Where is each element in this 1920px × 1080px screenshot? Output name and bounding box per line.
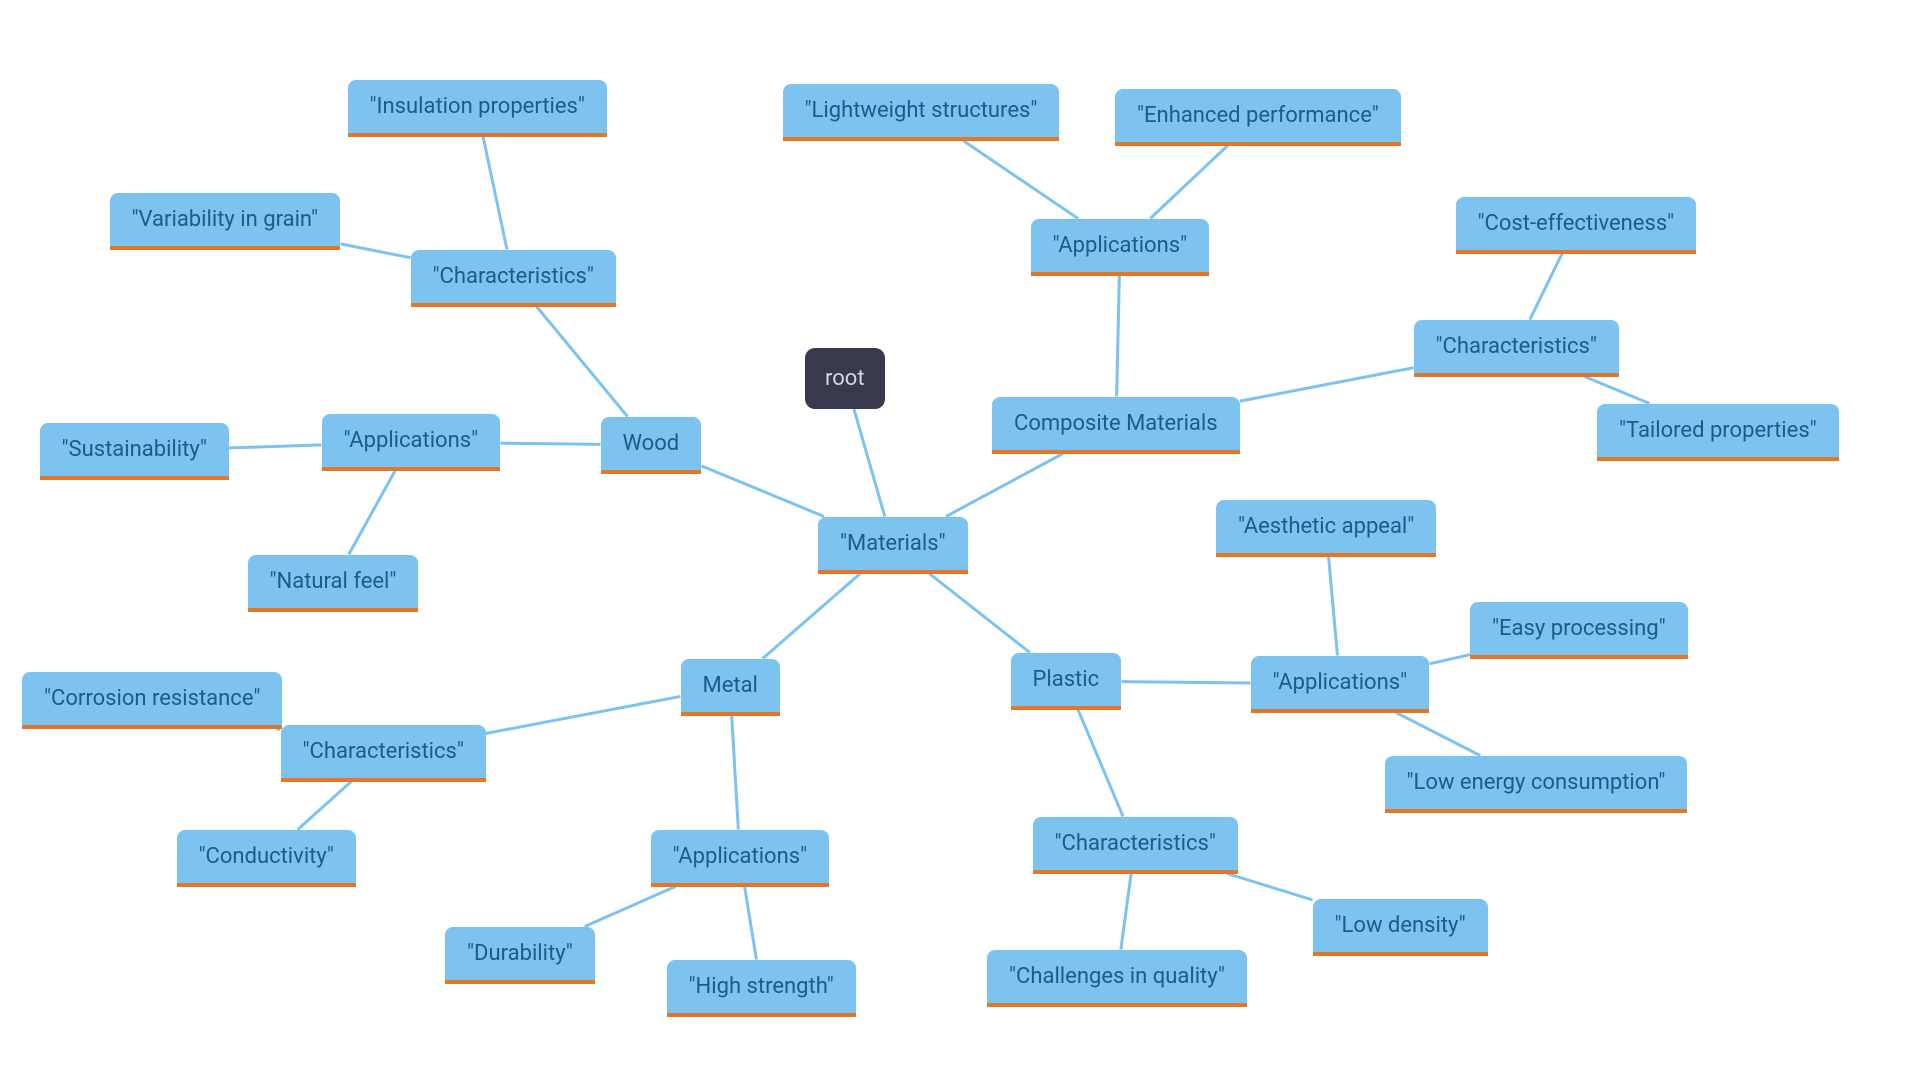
edge-plastic_char-plastic_char_den (1227, 874, 1312, 900)
edge-composite-comp_char (1240, 368, 1414, 401)
node-metal_apps_str: "High strength" (667, 960, 856, 1017)
edge-wood-wood_char (537, 307, 628, 417)
node-plastic_char: "Characteristics" (1033, 817, 1238, 874)
node-metal_char: "Characteristics" (281, 725, 486, 782)
node-metal_apps_dur: "Durability" (445, 927, 595, 984)
node-metal: Metal (681, 659, 780, 716)
edge-wood_apps-wood_apps_nat (349, 471, 395, 555)
node-metal_char_cor: "Corrosion resistance" (22, 672, 282, 729)
node-wood_char_ins: "Insulation properties" (348, 80, 607, 137)
node-plastic_apps_low: "Low energy consumption" (1385, 756, 1688, 813)
edge-composite-comp_apps (1117, 276, 1120, 397)
edge-metal_apps-metal_apps_str (745, 887, 757, 960)
node-materials: "Materials" (818, 517, 968, 574)
node-plastic_apps: "Applications" (1251, 656, 1430, 713)
edge-plastic_apps-plastic_apps_easy (1430, 655, 1471, 664)
edge-plastic_apps-plastic_apps_aes (1329, 557, 1338, 656)
edge-comp_apps-comp_apps_perf (1150, 146, 1227, 219)
node-comp_apps: "Applications" (1031, 219, 1210, 276)
node-plastic_apps_aes: "Aesthetic appeal" (1216, 500, 1436, 557)
edge-wood-wood_apps (501, 443, 601, 444)
edge-comp_apps-comp_apps_light (963, 141, 1078, 219)
edge-materials-metal (763, 574, 861, 659)
node-comp_char: "Characteristics" (1414, 320, 1619, 377)
node-comp_apps_perf: "Enhanced performance" (1115, 89, 1401, 146)
edge-plastic_char-plastic_char_chal (1121, 874, 1131, 950)
edge-wood_char-wood_char_var (341, 244, 411, 258)
node-plastic_char_den: "Low density" (1313, 899, 1488, 956)
edge-materials-composite (946, 454, 1063, 517)
edge-wood_char-wood_char_ins (483, 137, 507, 250)
mindmap-canvas: root "Materials" Wood "Characteristics" "Ins… (0, 0, 1920, 1080)
edge-metal-metal_char (486, 696, 681, 733)
edge-metal-metal_apps (732, 716, 739, 830)
edge-comp_char-comp_char_tail (1585, 377, 1650, 404)
node-comp_char_tail: "Tailored properties" (1597, 404, 1839, 461)
edge-metal_apps-metal_apps_dur (585, 887, 676, 927)
node-comp_char_cost: "Cost-effectiveness" (1456, 197, 1697, 254)
node-wood_apps: "Applications" (322, 414, 501, 471)
node-wood: Wood (601, 417, 702, 474)
edge-root-materials (854, 409, 885, 517)
node-metal_char_con: "Conductivity" (177, 830, 356, 887)
edge-metal_char-metal_char_cor (276, 729, 280, 730)
edge-metal_char-metal_char_con (298, 782, 351, 830)
edge-plastic-plastic_apps (1122, 682, 1251, 683)
node-root: root (805, 348, 885, 409)
edge-materials-plastic (929, 574, 1029, 653)
node-metal_apps: "Applications" (651, 830, 830, 887)
edge-wood_apps-wood_apps_sus (229, 445, 322, 448)
node-wood_char: "Characteristics" (411, 250, 616, 307)
node-plastic_apps_easy: "Easy processing" (1470, 602, 1688, 659)
edge-comp_char-comp_char_cost (1530, 254, 1562, 320)
node-plastic_char_chal: "Challenges in quality" (987, 950, 1247, 1007)
node-wood_apps_sus: "Sustainability" (40, 423, 229, 480)
node-wood_char_var: "Variability in grain" (110, 193, 341, 250)
node-plastic: Plastic (1011, 653, 1122, 710)
node-composite: Composite Materials (992, 397, 1240, 454)
edge-plastic_apps-plastic_apps_low (1396, 713, 1480, 756)
edge-plastic-plastic_char (1078, 710, 1123, 817)
node-wood_apps_nat: "Natural feel" (248, 555, 419, 612)
edge-materials-wood (702, 466, 825, 517)
node-comp_apps_light: "Lightweight structures" (783, 84, 1060, 141)
